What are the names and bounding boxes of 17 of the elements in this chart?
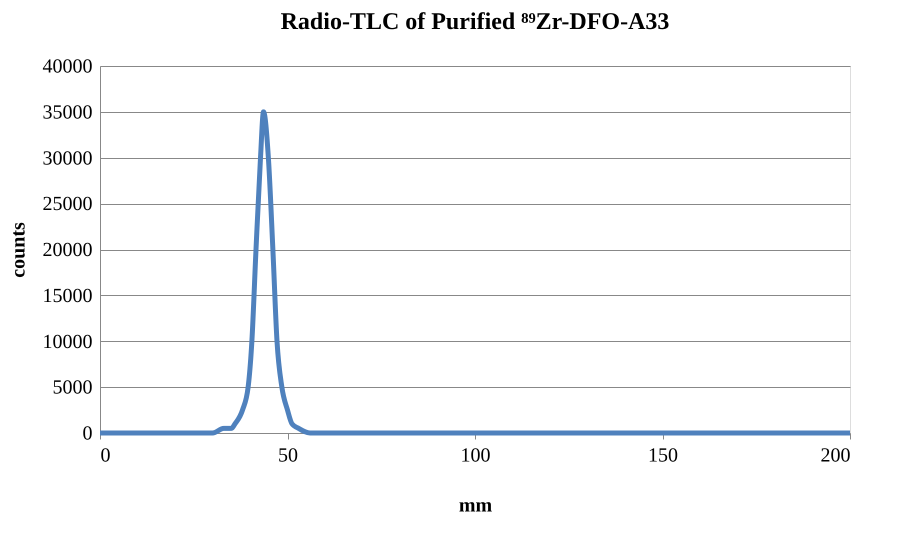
y-tick-label: 0 [82, 422, 92, 444]
y-tick-label: 20000 [42, 239, 92, 261]
y-tick-label: 15000 [42, 284, 92, 307]
x-tick-label: 0 [100, 444, 110, 466]
y-tick-label: 35000 [42, 101, 92, 124]
x-tick-label: 150 [648, 444, 678, 466]
x-tick-label: 100 [460, 444, 490, 466]
x-tick-label: 200 [820, 444, 850, 466]
y-tick-label: 25000 [42, 193, 92, 216]
y-tick-label: 5000 [52, 376, 92, 399]
chart-title: Radio-TLC of Purified ⁸⁹Zr-DFO-A33 [280, 9, 670, 35]
y-axis-title: counts [8, 222, 30, 278]
y-tick-label: 30000 [42, 147, 92, 170]
x-axis-title: mm [458, 494, 492, 516]
y-tick-label: 40000 [42, 56, 92, 78]
y-tick-label: 10000 [42, 330, 92, 353]
x-tick-label: 50 [278, 444, 298, 466]
